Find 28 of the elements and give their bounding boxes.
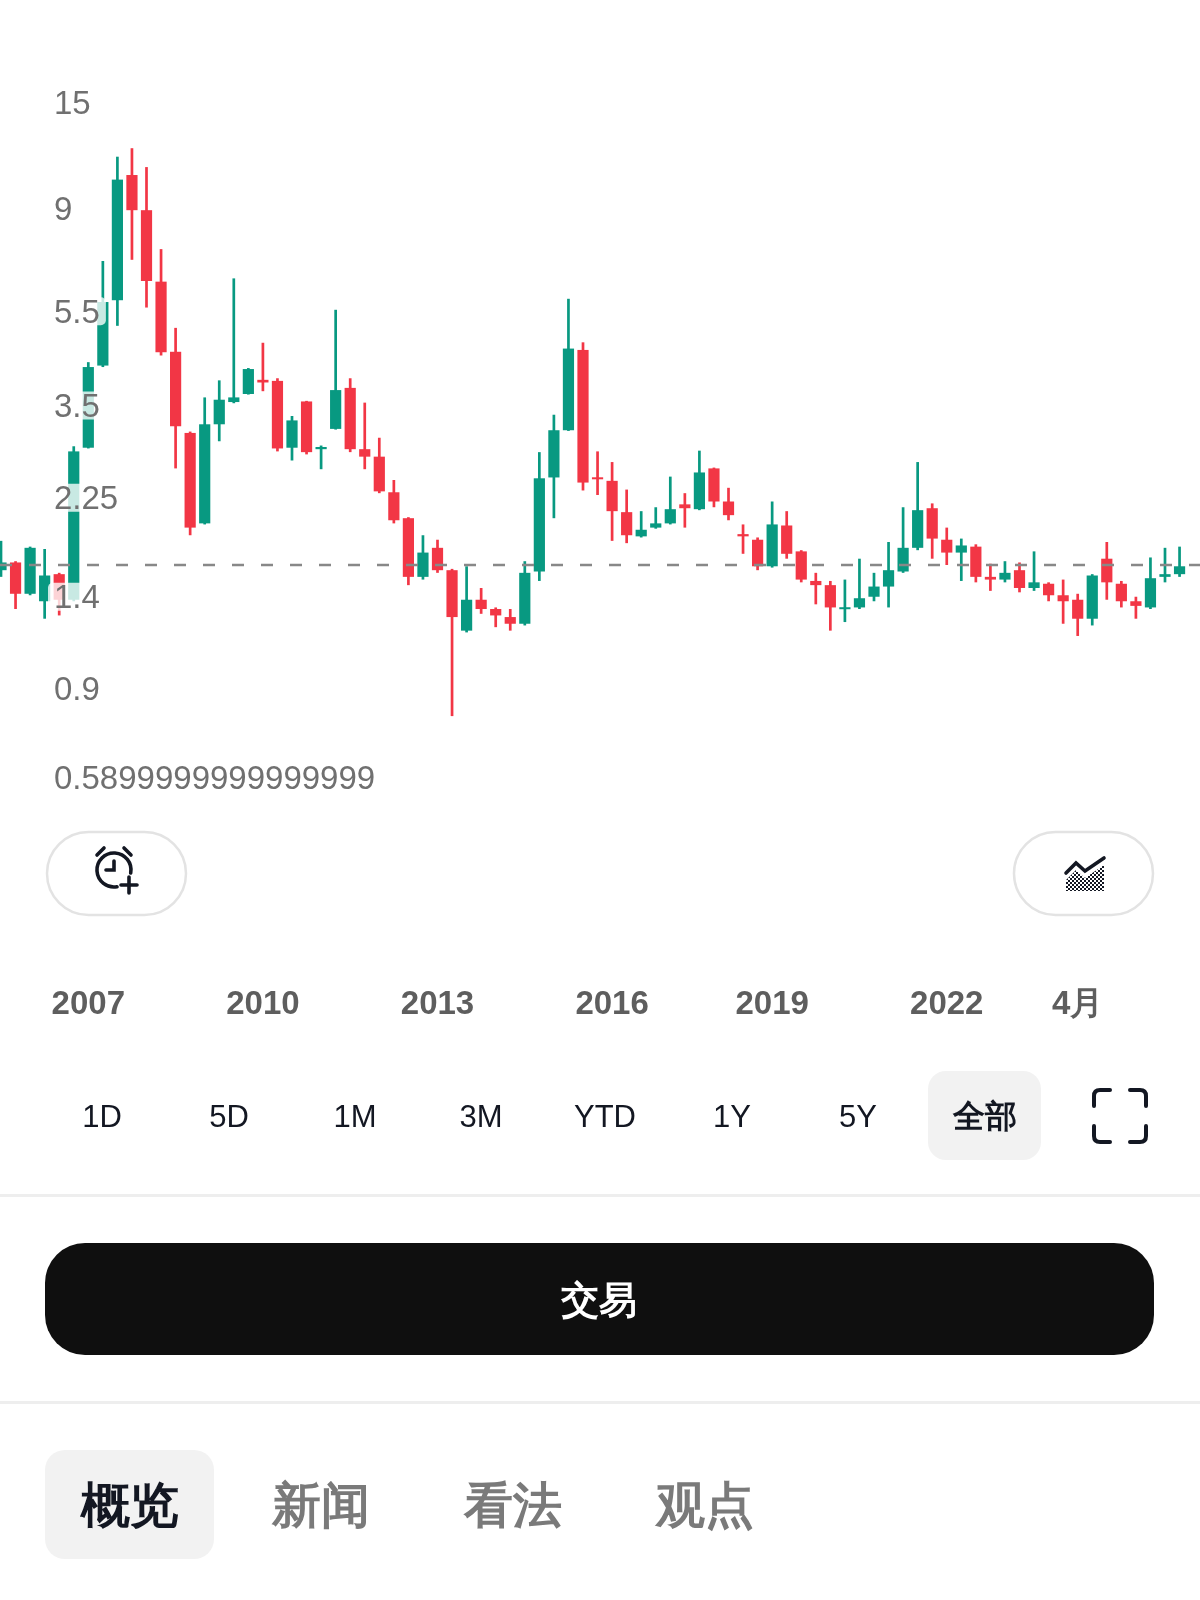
text: 观点 <box>654 1478 754 1532</box>
y-tick-label: 9 <box>54 190 73 228</box>
text: 5Y <box>839 1098 877 1134</box>
y-tick-label: 2.25 <box>54 479 119 517</box>
x-tick-label: 2016 <box>575 983 649 1021</box>
text: 交易 <box>560 1279 637 1321</box>
text: 1M <box>333 1098 377 1134</box>
text: 1D <box>82 1098 122 1134</box>
y-tick-label: 5.5 <box>54 292 100 330</box>
text: 5D <box>209 1098 249 1134</box>
x-tick-label: 2013 <box>400 983 475 1021</box>
y-tick-label: 1.4 <box>54 578 100 616</box>
text: 1Y <box>713 1098 751 1134</box>
y-tick-label: 15 <box>54 83 91 121</box>
y-tick-label: 0.9 <box>54 670 100 708</box>
text: 概览 <box>79 1478 179 1532</box>
text: 新闻 <box>271 1478 370 1532</box>
y-tick-label: 0.5899999999999999 <box>54 758 376 796</box>
x-tick-label: 2022 <box>910 983 984 1021</box>
x-tick-label: 2010 <box>226 983 300 1021</box>
y-tick-label: 3.5 <box>54 387 100 425</box>
text: 全部 <box>952 1098 1017 1134</box>
text: YTD <box>574 1098 636 1134</box>
x-tick-label: 4月 <box>1052 983 1104 1021</box>
x-tick-label: 2007 <box>51 983 126 1021</box>
text: 看法 <box>463 1478 562 1532</box>
x-tick-label: 2019 <box>735 983 809 1021</box>
text: 3M <box>459 1098 503 1134</box>
